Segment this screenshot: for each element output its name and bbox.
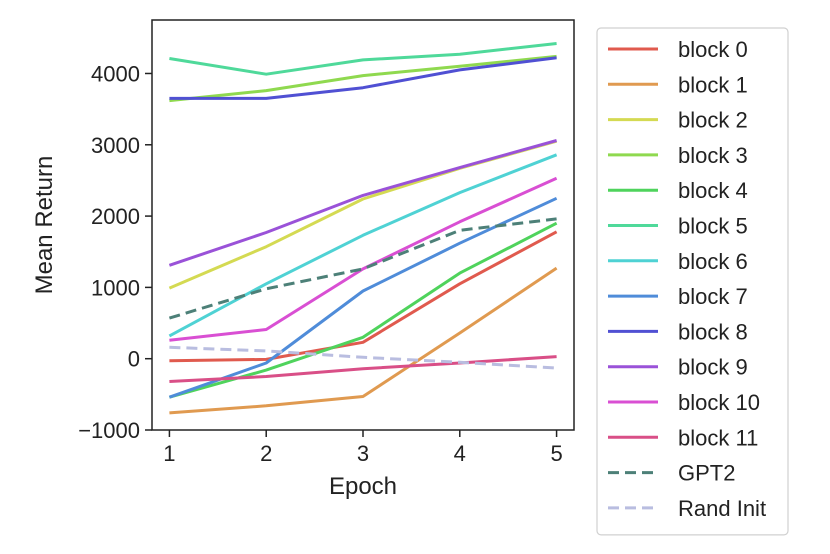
legend-label: GPT2 (678, 461, 735, 486)
series-line-block-10 (169, 176, 558, 342)
series-line-block-4 (168, 221, 558, 399)
legend-label: block 5 (678, 214, 748, 239)
y-tick-label: 2000 (91, 204, 140, 229)
legend-label: block 1 (678, 72, 748, 97)
x-axis-label: Epoch (329, 473, 397, 500)
series-line-block-3 (169, 54, 557, 103)
y-axis-label: Mean Return (31, 156, 58, 295)
legend-label: block 11 (678, 425, 758, 450)
legend-label: Rand Init (678, 496, 766, 521)
y-axis: −1000 0 1000 2000 3000 4000 (78, 61, 152, 443)
y-tick-label: 1000 (91, 275, 140, 300)
series-line-rand-init (169, 345, 557, 370)
legend: block 0 block 1 block 2 block 3 block 4 block… (596, 27, 789, 536)
x-axis: 1 2 3 4 5 (163, 430, 563, 466)
legend-label: block 0 (678, 37, 748, 62)
legend-label: block 7 (678, 284, 748, 309)
series-line-block-6 (168, 153, 558, 338)
legend-label: block 8 (678, 319, 748, 344)
series-lines (168, 42, 558, 415)
y-tick-label: −1000 (78, 418, 140, 443)
legend-label: block 10 (678, 390, 760, 415)
legend-label: block 4 (678, 178, 748, 203)
legend-label: block 2 (678, 108, 748, 133)
y-tick-label: 3000 (91, 133, 140, 158)
x-tick-label: 5 (550, 441, 562, 466)
legend-box (596, 27, 789, 536)
x-tick-label: 1 (163, 441, 175, 466)
x-tick-label: 2 (260, 441, 272, 466)
series-line-block-1 (169, 266, 558, 415)
x-tick-label: 3 (357, 441, 369, 466)
series-line-block-8 (169, 56, 557, 100)
y-tick-label: 4000 (91, 61, 140, 86)
series-line-block-11 (169, 355, 557, 383)
series-line-block-2 (168, 139, 558, 290)
legend-label: block 6 (678, 249, 748, 274)
x-tick-label: 4 (454, 441, 466, 466)
legend-label: block 9 (678, 355, 748, 380)
series-line-block-0 (169, 230, 558, 363)
series-line-block-5 (169, 42, 557, 76)
y-tick-label: 0 (128, 347, 140, 372)
legend-label: block 3 (678, 143, 748, 168)
series-line-block-9 (168, 139, 558, 267)
series-line-block-7 (168, 196, 558, 399)
